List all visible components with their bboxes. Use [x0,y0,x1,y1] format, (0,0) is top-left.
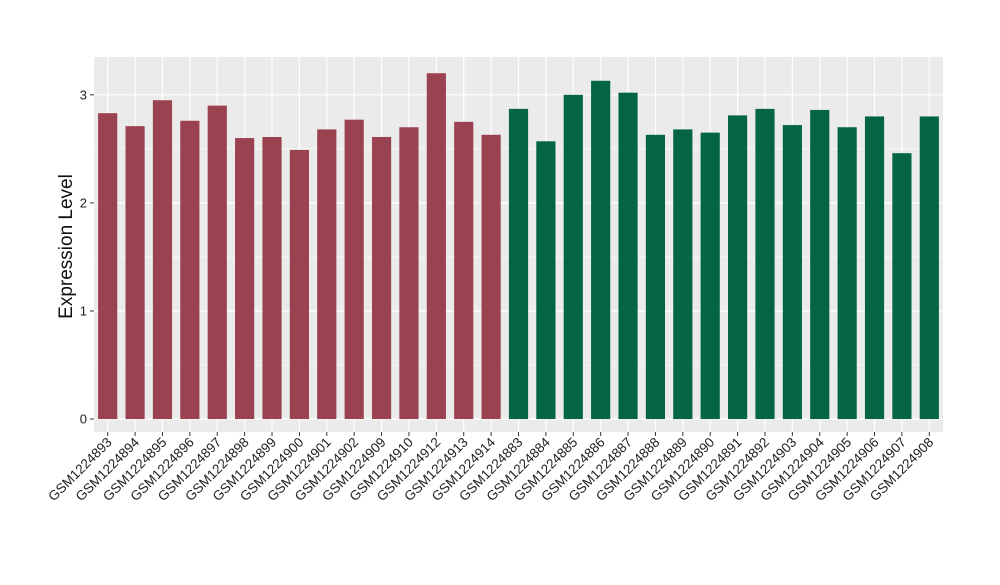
bar-gsm1224898 [235,138,255,420]
bar-gsm1224894 [125,126,145,420]
y-tick-label: 1 [80,303,87,318]
bar-gsm1224896 [180,120,200,420]
bar-gsm1224890 [700,132,720,420]
bar-gsm1224887 [618,92,638,420]
bar-gsm1224901 [317,129,337,420]
x-axis: GSM1224893GSM1224894GSM1224895GSM1224896… [45,432,936,504]
y-tick-label: 2 [80,195,87,210]
bar-gsm1224899 [262,136,282,420]
bar-gsm1224907 [892,153,912,420]
y-tick-label: 0 [80,412,87,427]
y-axis-label: Expression Level [56,174,77,319]
bar-gsm1224909 [371,136,392,420]
bar-gsm1224889 [673,129,693,420]
bar-gsm1224886 [591,80,611,420]
bar-gsm1224888 [645,134,666,420]
bar-gsm1224908 [919,116,939,420]
bars [98,73,939,420]
bar-gsm1224900 [289,149,309,420]
bar-gsm1224913 [454,121,474,420]
bar-gsm1224891 [728,115,748,420]
bar-gsm1224903 [782,125,802,420]
bar-gsm1224885 [563,94,583,420]
bar-gsm1224906 [864,116,885,420]
bar-gsm1224892 [755,108,775,420]
bar-gsm1224883 [508,108,529,420]
bar-gsm1224905 [837,127,857,420]
y-axis: 0 1 2 3 [80,87,94,427]
y-tick-label: 3 [80,87,87,102]
bar-gsm1224912 [426,73,446,420]
bar-gsm1224893 [98,113,118,420]
bar-gsm1224895 [152,100,173,420]
bar-gsm1224904 [810,109,830,420]
bar-gsm1224910 [399,127,419,420]
bar-gsm1224902 [344,119,364,420]
bar-gsm1224884 [536,141,556,420]
bar-gsm1224914 [481,134,501,420]
bar-gsm1224897 [207,105,227,420]
